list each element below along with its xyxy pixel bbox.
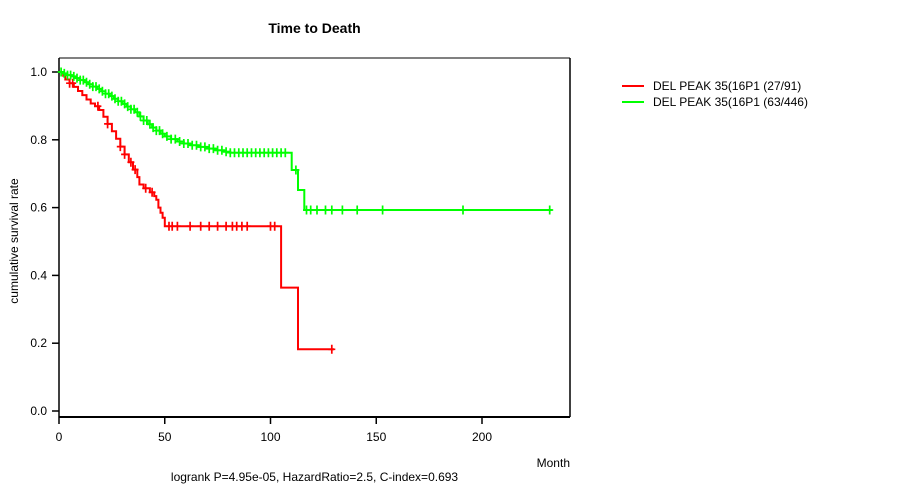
legend-line-green <box>622 100 644 104</box>
x-tick-label: 100 <box>260 430 280 444</box>
y-tick-label: 1.0 <box>30 65 47 79</box>
censor-marks-group1 <box>66 78 336 354</box>
legend-label-group1: DEL PEAK 35(16P1 (27/91) <box>653 79 802 93</box>
y-tick-label: 0.0 <box>30 404 47 418</box>
km-curve-group1 <box>59 71 334 351</box>
plot-title: Time to Death <box>268 20 361 36</box>
legend: DEL PEAK 35(16P1 (27/91) DEL PEAK 35(16P… <box>622 78 808 110</box>
y-tick-label: 0.4 <box>30 268 47 282</box>
legend-label-group2: DEL PEAK 35(16P1 (63/446) <box>653 95 808 109</box>
x-axis-label: Month <box>536 456 570 470</box>
stats-annotation: logrank P=4.95e-05, HazardRatio=2.5, C-i… <box>170 470 459 484</box>
x-tick-label: 50 <box>158 430 172 444</box>
x-tick-label: 200 <box>472 430 492 444</box>
legend-item-group1: DEL PEAK 35(16P1 (27/91) <box>622 78 808 94</box>
km-curve-group2 <box>59 71 552 211</box>
y-tick-label: 0.6 <box>30 201 47 215</box>
y-tick-label: 0.8 <box>30 133 47 147</box>
x-tick-label: 0 <box>56 430 63 444</box>
legend-line-red <box>622 84 644 88</box>
censor-marks-group2 <box>57 67 554 215</box>
y-axis-label: cumulative survival rate <box>7 178 21 304</box>
legend-item-group2: DEL PEAK 35(16P1 (63/446) <box>622 94 808 110</box>
y-tick-label: 0.2 <box>30 336 47 350</box>
x-tick-label: 150 <box>366 430 386 444</box>
